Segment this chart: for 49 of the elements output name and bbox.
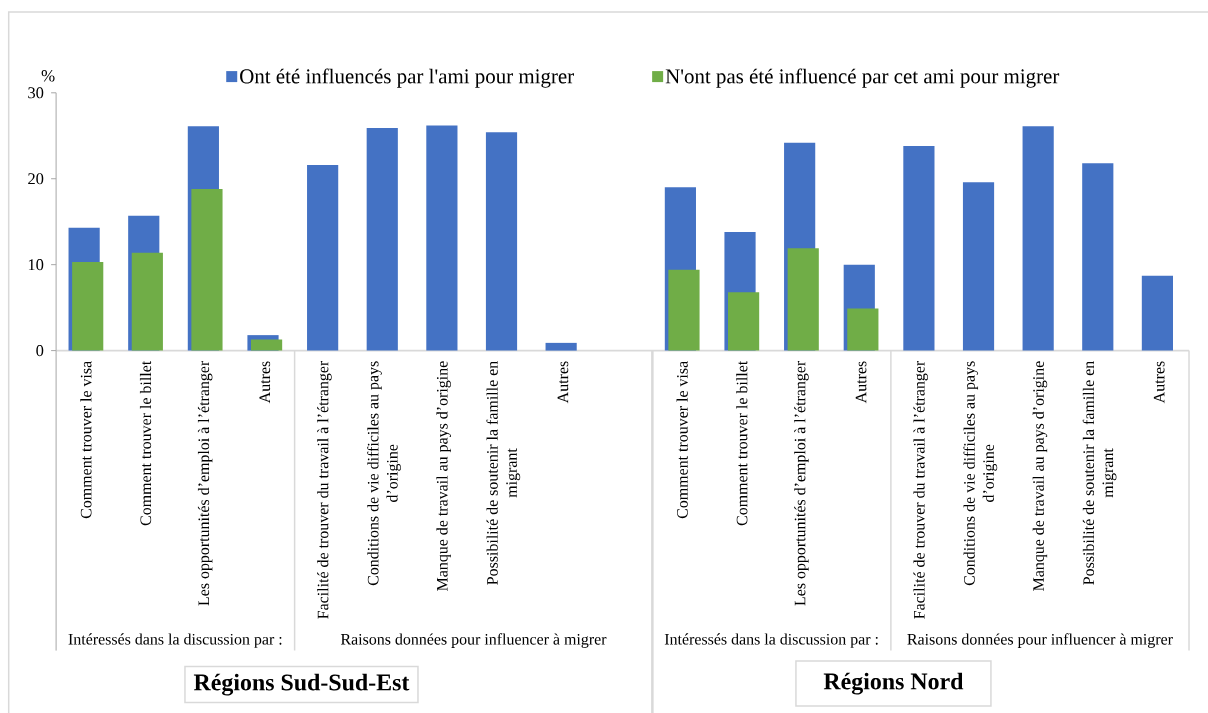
legend-label: N'ont pas été influencé par cet ami pour migrer — [665, 68, 1060, 88]
x-tick-label: Comment trouver le visa — [676, 361, 688, 519]
bar — [847, 308, 879, 351]
bar — [1022, 126, 1054, 351]
y-tick-label: 20 — [28, 173, 44, 185]
text: Raisons données pour influencer à migrer — [907, 633, 1173, 648]
y-tick-label: 30 — [28, 87, 44, 99]
bar — [1082, 163, 1114, 351]
bar — [131, 252, 163, 351]
x-tick-label: Conditions de vie difficiles au pays d’origine — [963, 361, 998, 586]
y-tick-label: 0 — [36, 345, 44, 357]
bar — [485, 132, 518, 351]
bar — [426, 125, 458, 351]
bar — [307, 164, 339, 351]
x-tick-label: Comment trouver le billet — [736, 360, 748, 526]
bar — [366, 128, 398, 351]
x-tick-label: Comment trouver le billet — [139, 360, 152, 526]
bar — [545, 342, 577, 351]
x-tick-label: Facilité de trouver du travail à l’étranger — [317, 360, 332, 619]
text: Intéressés dans la discussion par : — [68, 633, 282, 648]
x-tick-label: Manque de travail au pays d’origine — [1032, 361, 1048, 591]
x-tick-label: Autres — [855, 361, 867, 404]
bar — [72, 262, 104, 351]
text: Régions Sud-Sud-Est — [193, 673, 410, 696]
x-tick-label: Autres — [259, 361, 271, 404]
text: Intéressés dans la discussion par : — [664, 633, 878, 648]
x-tick-label: Possibilité de soutenir la famille en migrant — [486, 361, 521, 585]
text: Régions Nord — [823, 672, 964, 695]
x-tick-label: Les opportunités d’emploi à l’étranger — [794, 360, 809, 606]
x-tick-label: Les opportunités d’emploi à l’étranger — [197, 360, 213, 606]
bar — [962, 182, 995, 351]
bar — [250, 339, 283, 351]
x-tick-label: Facilité de trouver du travail à l’étranger — [913, 360, 928, 619]
bar — [191, 189, 223, 351]
y-tick-label: 10 — [28, 259, 44, 271]
bar — [903, 146, 935, 351]
bar — [787, 248, 819, 351]
bar — [668, 269, 700, 351]
x-tick-label: Conditions de vie difficiles au pays d’origine — [367, 361, 401, 586]
x-tick-label: Autres — [1153, 361, 1165, 404]
x-tick-label: Autres — [557, 361, 569, 404]
legend-label: Ont été influencés par l'ami pour migrer — [240, 68, 574, 88]
bar — [1141, 275, 1173, 351]
x-tick-label: Possibilité de soutenir la famille en migrant — [1082, 361, 1117, 585]
text: Raisons données pour influencer à migrer — [340, 633, 607, 648]
x-tick-label: Manque de travail au pays d’origine — [436, 361, 451, 591]
bar — [728, 292, 760, 351]
x-tick-label: Comment trouver le visa — [80, 361, 92, 519]
y-axis-title: % — [41, 70, 55, 82]
